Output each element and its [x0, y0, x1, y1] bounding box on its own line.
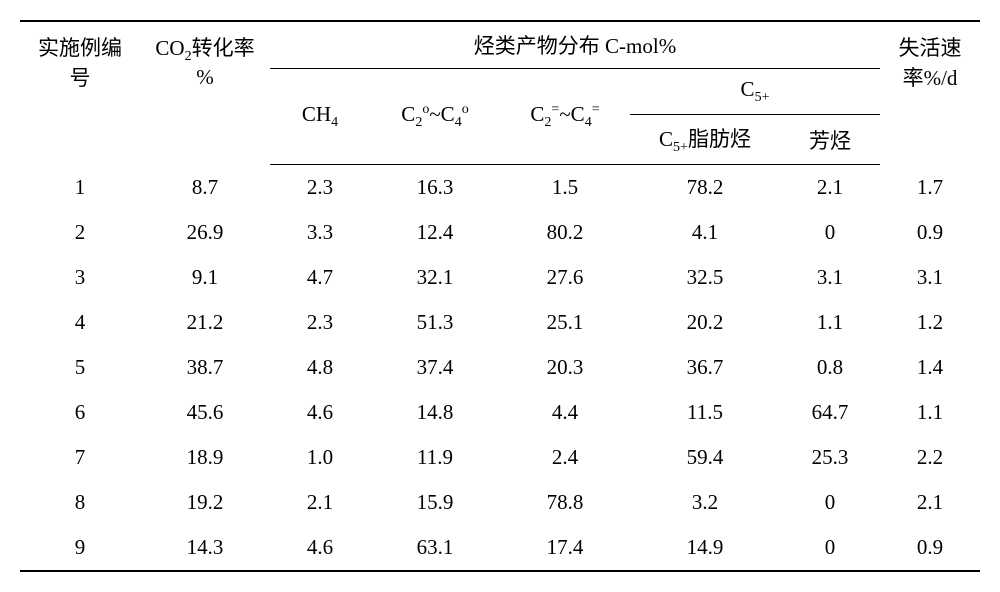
cell-c2c4e: 25.1 [500, 300, 630, 345]
cell-deact: 1.7 [880, 165, 980, 211]
cell-co2: 21.2 [140, 300, 270, 345]
cell-aro: 25.3 [780, 435, 880, 480]
cell-c2c4e: 2.4 [500, 435, 630, 480]
header-deactivation: 失活速 率%/d [880, 21, 980, 165]
cell-co2: 9.1 [140, 255, 270, 300]
cell-deact: 1.2 [880, 300, 980, 345]
cell-c5ali: 36.7 [630, 345, 780, 390]
table-row: 819.22.115.978.83.202.1 [20, 480, 980, 525]
cell-c2c4e: 27.6 [500, 255, 630, 300]
cell-c2c4o: 16.3 [370, 165, 500, 211]
cell-c2c4e: 78.8 [500, 480, 630, 525]
header-distribution: 烃类产物分布 C-mol% [270, 21, 880, 69]
cell-deact: 2.1 [880, 480, 980, 525]
cell-c5ali: 14.9 [630, 525, 780, 571]
cell-ch4: 2.1 [270, 480, 370, 525]
cell-aro: 0 [780, 210, 880, 255]
cell-c2c4o: 14.8 [370, 390, 500, 435]
cell-c5ali: 3.2 [630, 480, 780, 525]
cell-c2c4o: 63.1 [370, 525, 500, 571]
cell-deact: 1.1 [880, 390, 980, 435]
cell-c5ali: 20.2 [630, 300, 780, 345]
cell-idx: 7 [20, 435, 140, 480]
cell-aro: 0 [780, 480, 880, 525]
table-row: 718.91.011.92.459.425.32.2 [20, 435, 980, 480]
cell-aro: 3.1 [780, 255, 880, 300]
cell-ch4: 1.0 [270, 435, 370, 480]
data-table: 实施例编 号 CO2转化率 % 烃类产物分布 C-mol% 失活速 率%/d C… [20, 20, 980, 572]
cell-aro: 2.1 [780, 165, 880, 211]
table-row: 18.72.316.31.578.22.11.7 [20, 165, 980, 211]
cell-co2: 38.7 [140, 345, 270, 390]
header-c5plus-aliphatic: C5+脂肪烃 [630, 115, 780, 165]
cell-ch4: 4.6 [270, 525, 370, 571]
cell-idx: 3 [20, 255, 140, 300]
cell-idx: 8 [20, 480, 140, 525]
cell-idx: 2 [20, 210, 140, 255]
cell-aro: 0 [780, 525, 880, 571]
cell-c5ali: 11.5 [630, 390, 780, 435]
cell-c2c4e: 20.3 [500, 345, 630, 390]
cell-deact: 3.1 [880, 255, 980, 300]
cell-co2: 18.9 [140, 435, 270, 480]
cell-aro: 1.1 [780, 300, 880, 345]
cell-idx: 5 [20, 345, 140, 390]
cell-ch4: 2.3 [270, 165, 370, 211]
cell-c5ali: 4.1 [630, 210, 780, 255]
header-co2-conv: CO2转化率 % [140, 21, 270, 165]
header-c2c4-paraffin: C2o~C4o [370, 69, 500, 165]
cell-c5ali: 59.4 [630, 435, 780, 480]
cell-co2: 19.2 [140, 480, 270, 525]
table-row: 226.93.312.480.24.100.9 [20, 210, 980, 255]
cell-aro: 64.7 [780, 390, 880, 435]
cell-deact: 0.9 [880, 525, 980, 571]
cell-idx: 1 [20, 165, 140, 211]
cell-c2c4e: 4.4 [500, 390, 630, 435]
cell-co2: 8.7 [140, 165, 270, 211]
header-ch4: CH4 [270, 69, 370, 165]
cell-aro: 0.8 [780, 345, 880, 390]
table-row: 914.34.663.117.414.900.9 [20, 525, 980, 571]
cell-ch4: 4.7 [270, 255, 370, 300]
cell-c2c4e: 1.5 [500, 165, 630, 211]
cell-deact: 0.9 [880, 210, 980, 255]
cell-c2c4o: 12.4 [370, 210, 500, 255]
cell-c2c4e: 80.2 [500, 210, 630, 255]
cell-c2c4o: 37.4 [370, 345, 500, 390]
cell-idx: 4 [20, 300, 140, 345]
cell-ch4: 2.3 [270, 300, 370, 345]
cell-idx: 9 [20, 525, 140, 571]
table-row: 421.22.351.325.120.21.11.2 [20, 300, 980, 345]
cell-idx: 6 [20, 390, 140, 435]
table-row: 645.64.614.84.411.564.71.1 [20, 390, 980, 435]
cell-ch4: 4.6 [270, 390, 370, 435]
cell-c2c4o: 51.3 [370, 300, 500, 345]
cell-co2: 26.9 [140, 210, 270, 255]
table-body: 18.72.316.31.578.22.11.7226.93.312.480.2… [20, 165, 980, 572]
cell-ch4: 4.8 [270, 345, 370, 390]
cell-c5ali: 32.5 [630, 255, 780, 300]
cell-deact: 2.2 [880, 435, 980, 480]
cell-c2c4o: 11.9 [370, 435, 500, 480]
table-row: 538.74.837.420.336.70.81.4 [20, 345, 980, 390]
cell-co2: 45.6 [140, 390, 270, 435]
cell-co2: 14.3 [140, 525, 270, 571]
table-row: 39.14.732.127.632.53.13.1 [20, 255, 980, 300]
cell-c2c4o: 32.1 [370, 255, 500, 300]
header-aromatic: 芳烃 [780, 115, 880, 165]
cell-deact: 1.4 [880, 345, 980, 390]
cell-c2c4o: 15.9 [370, 480, 500, 525]
header-index: 实施例编 号 [20, 21, 140, 165]
cell-c2c4e: 17.4 [500, 525, 630, 571]
cell-ch4: 3.3 [270, 210, 370, 255]
cell-c5ali: 78.2 [630, 165, 780, 211]
header-c2c4-olefin: C2=~C4= [500, 69, 630, 165]
header-c5plus: C5+ [630, 69, 880, 115]
